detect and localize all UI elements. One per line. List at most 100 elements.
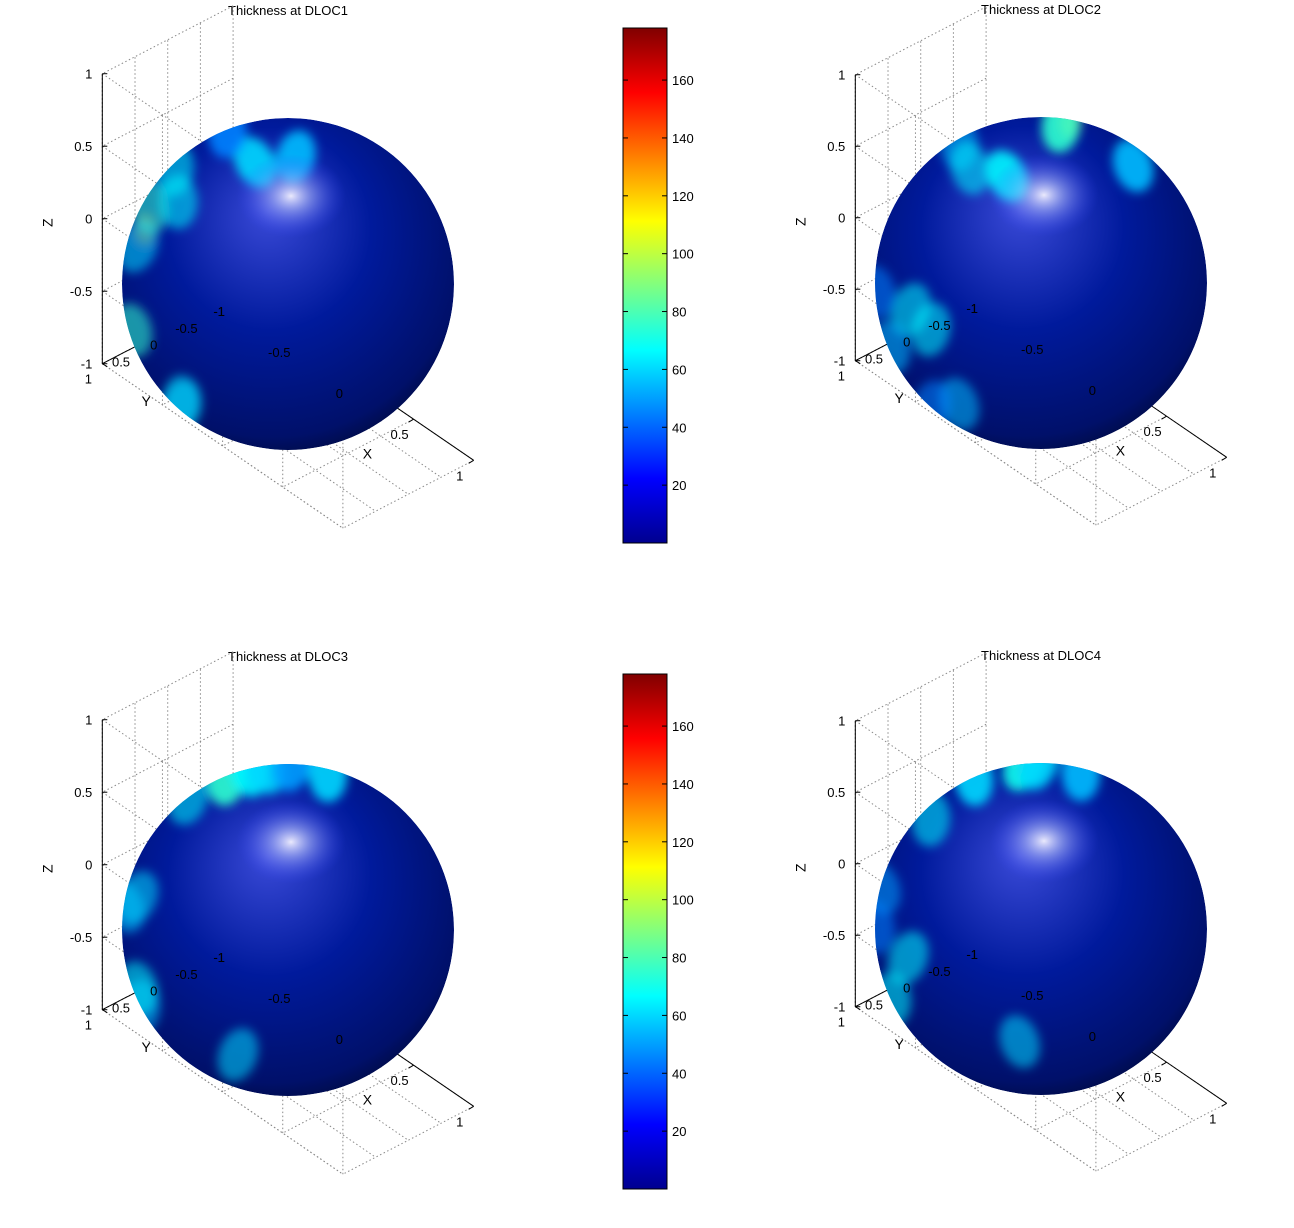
thickness-spot <box>875 265 896 319</box>
sphere-surface <box>122 118 454 450</box>
z-axis-label: Z <box>39 864 55 873</box>
x-tick-label: 0.5 <box>1144 1070 1162 1085</box>
y-tick-label: 1 <box>838 369 845 384</box>
z-tick-label: 1 <box>85 67 92 82</box>
y-tick-label: 1 <box>85 1018 92 1033</box>
thickness-spot <box>887 931 929 985</box>
z-tick-label: 0 <box>838 211 845 226</box>
y-tick-label: -0.5 <box>175 321 197 336</box>
colorbar-tick-label: 100 <box>672 247 694 262</box>
y-tick-label: -1 <box>213 950 225 965</box>
z-axis-label: Z <box>792 863 808 872</box>
colorbar-tick-label: 20 <box>672 478 686 493</box>
plot-title: Thickness at DLOC4 <box>981 648 1101 663</box>
x-tick-label: -1 <box>966 301 978 316</box>
thickness-spot <box>875 861 901 915</box>
plot-title: Thickness at DLOC3 <box>228 649 348 664</box>
z-tick-label: 0 <box>85 858 92 873</box>
z-tick-label: -1 <box>834 354 846 369</box>
y-tick-label: 1 <box>85 372 92 387</box>
x-tick-label: 0.5 <box>391 427 409 442</box>
colorbar-tick-label: 120 <box>672 189 694 204</box>
x-tick-label: 0 <box>336 386 343 401</box>
colorbar-tick-label: 60 <box>672 1008 686 1023</box>
specular-highlight <box>989 153 1099 237</box>
x-tick-label: 1 <box>1209 465 1216 480</box>
colorbar-bottom: 20 40 60 80 100 120 140 160 <box>622 673 694 1190</box>
z-tick-label: 1 <box>838 68 845 83</box>
thickness-spot <box>911 302 951 357</box>
x-tick-label: 1 <box>1209 1111 1216 1126</box>
thickness-spot <box>159 174 198 229</box>
x-axis-label: X <box>1116 1088 1126 1104</box>
colorbar-tick-label: 120 <box>672 835 694 850</box>
thickness-spot <box>272 764 312 792</box>
plot-panel-dloc3: Thickness at DLOC3-1-0.500.51-1-0.500.51… <box>39 649 474 1175</box>
z-tick-label: 1 <box>85 713 92 728</box>
x-tick-label: 0 <box>1089 1029 1096 1044</box>
z-tick-label: -1 <box>81 357 93 372</box>
colorbar-tick-label: 40 <box>672 1066 686 1081</box>
y-tick-label: -1 <box>213 304 225 319</box>
thickness-spot <box>875 899 895 954</box>
z-tick-label: -0.5 <box>70 284 92 299</box>
plot-panel-dloc4: Thickness at DLOC4-1-0.500.51-1-0.500.51… <box>792 648 1227 1172</box>
thickness-spot <box>217 1028 259 1082</box>
z-tick-label: -0.5 <box>823 282 845 297</box>
z-axis-label: Z <box>39 218 55 227</box>
tick-labels: -1-0.500.51-1-0.500.51-1-0.500.51 <box>823 68 1216 481</box>
z-tick-label: 0.5 <box>827 785 845 800</box>
z-tick-label: 0.5 <box>74 785 92 800</box>
y-axis-label: Y <box>141 393 151 409</box>
plot-panel-dloc1: Thickness at DLOC1-1-0.500.51-1-0.500.51… <box>39 3 474 529</box>
x-tick-label: 0 <box>1089 383 1096 398</box>
colorbar-gradient <box>622 27 668 544</box>
x-axis-label: X <box>363 1091 373 1107</box>
colorbar-tick-label: 140 <box>672 777 694 792</box>
y-tick-label: 0.5 <box>112 355 130 370</box>
thickness-spot <box>207 118 247 159</box>
colorbar-tick-label: 60 <box>672 362 686 377</box>
thickness-spot <box>308 764 347 803</box>
y-axis-label: Y <box>894 1036 904 1052</box>
colorbar-tick-label: 80 <box>672 951 686 966</box>
specular-highlight <box>989 799 1099 883</box>
thickness-spot <box>1061 763 1100 802</box>
x-tick-label: -1 <box>213 304 225 319</box>
thickness-spot <box>950 141 990 195</box>
z-tick-label: -1 <box>81 1003 93 1018</box>
colorbar-tick-label: 100 <box>672 893 694 908</box>
colorbar-tick-label: 140 <box>672 131 694 146</box>
x-axis-label: X <box>363 445 373 461</box>
z-tick-label: 0.5 <box>74 139 92 154</box>
thickness-surface <box>122 118 454 450</box>
tick-labels: -1-0.500.51-1-0.500.51-1-0.500.51 <box>70 713 463 1130</box>
y-tick-label: -1 <box>966 301 978 316</box>
y-tick-label: -0.5 <box>928 318 950 333</box>
x-tick-label: -1 <box>966 947 978 962</box>
x-tick-label: 0.5 <box>1144 424 1162 439</box>
x-tick-label: 1 <box>456 468 463 483</box>
y-tick-label: 0.5 <box>865 352 883 367</box>
y-axis-label: Y <box>894 390 904 406</box>
z-tick-label: 1 <box>838 714 845 729</box>
colorbar-tick-label: 40 <box>672 420 686 435</box>
colorbar-tick-label: 160 <box>672 73 694 88</box>
sphere-surface <box>875 763 1207 1095</box>
plot-panel-dloc2: Thickness at DLOC2-1-0.500.51-1-0.500.51… <box>792 2 1227 526</box>
x-tick-label: 0 <box>336 1032 343 1047</box>
y-tick-label: 0.5 <box>112 1001 130 1016</box>
tick-labels: -1-0.500.51-1-0.500.51-1-0.500.51 <box>70 67 463 484</box>
colorbar-tick-label: 160 <box>672 719 694 734</box>
x-tick-label: 1 <box>456 1114 463 1129</box>
thickness-spot <box>999 1015 1040 1068</box>
z-tick-label: -0.5 <box>70 930 92 945</box>
z-tick-label: 0 <box>85 212 92 227</box>
tick-labels: -1-0.500.51-1-0.500.51-1-0.500.51 <box>823 714 1216 1127</box>
y-tick-label: 0.5 <box>865 998 883 1013</box>
colorbar-tick-label: 80 <box>672 305 686 320</box>
x-axis-label: X <box>1116 442 1126 458</box>
thickness-surface <box>122 764 454 1096</box>
y-tick-label: 0 <box>150 338 157 353</box>
